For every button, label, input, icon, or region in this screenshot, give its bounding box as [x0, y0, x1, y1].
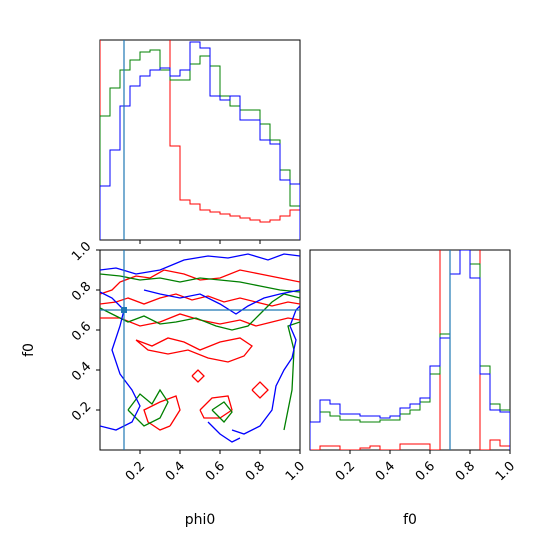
- y-axis-label-f0: f0: [21, 343, 37, 357]
- contour-blue-16: [231, 305, 300, 435]
- contour-blue-13: [100, 253, 300, 275]
- contour-blue-14: [100, 291, 141, 431]
- contour-red-3: [135, 337, 253, 363]
- joint-xtick-label: 0.6: [203, 459, 228, 484]
- joint-ytick-label: 1.0: [69, 239, 94, 264]
- joint-xtick-label: 1.0: [283, 459, 308, 484]
- phi0-hist-series-blue: [100, 41, 300, 240]
- phi0-hist-layer: [100, 40, 300, 240]
- contour-blue-17: [207, 421, 241, 443]
- f0-hist-frame: [309, 249, 511, 451]
- phi0-hist-series-red: [100, 40, 300, 240]
- contour-red-5: [199, 395, 233, 419]
- f0-hist-xtick-label: 1.0: [493, 459, 518, 484]
- contour-green-11: [211, 401, 233, 423]
- contour-red-2: [100, 313, 300, 327]
- f0-hist-xtick-label: 0.6: [413, 459, 438, 484]
- joint-xtick-label: 0.8: [243, 459, 268, 484]
- joint-ytick-label: 0.6: [69, 319, 94, 344]
- phi0-hist-series-green: [100, 49, 300, 240]
- contour-red-4: [143, 395, 181, 431]
- joint-xtick-label: 0.4: [163, 459, 188, 484]
- contour-green-10: [127, 388, 169, 427]
- joint-truth-marker: [121, 307, 127, 313]
- f0-hist-series-red: [310, 250, 510, 450]
- f0-hist-xtick-label: 0.4: [373, 459, 398, 484]
- contour-red-7: [191, 369, 205, 383]
- contour-red-0: [100, 269, 300, 295]
- f0-hist-xtick-label: 0.8: [453, 459, 478, 484]
- contour-blue-15: [143, 289, 300, 315]
- joint-ytick-label: 0.4: [69, 359, 94, 384]
- f0-hist-series-blue: [310, 250, 510, 450]
- joint-ytick-label: 0.8: [69, 279, 94, 304]
- contour-green-8: [100, 273, 300, 293]
- joint-ytick-label: 0.2: [69, 399, 94, 424]
- x-axis-label-phi0: phi0: [185, 512, 216, 528]
- contour-red-6: [251, 381, 269, 399]
- f0-hist-layer: [310, 250, 510, 450]
- f0-hist-xtick-label: 0.2: [333, 459, 358, 484]
- x-axis-label-f0: f0: [403, 512, 417, 528]
- joint-xtick-label: 0.2: [123, 459, 148, 484]
- contour-green-9: [100, 293, 300, 331]
- joint-contour-layer: [100, 250, 300, 450]
